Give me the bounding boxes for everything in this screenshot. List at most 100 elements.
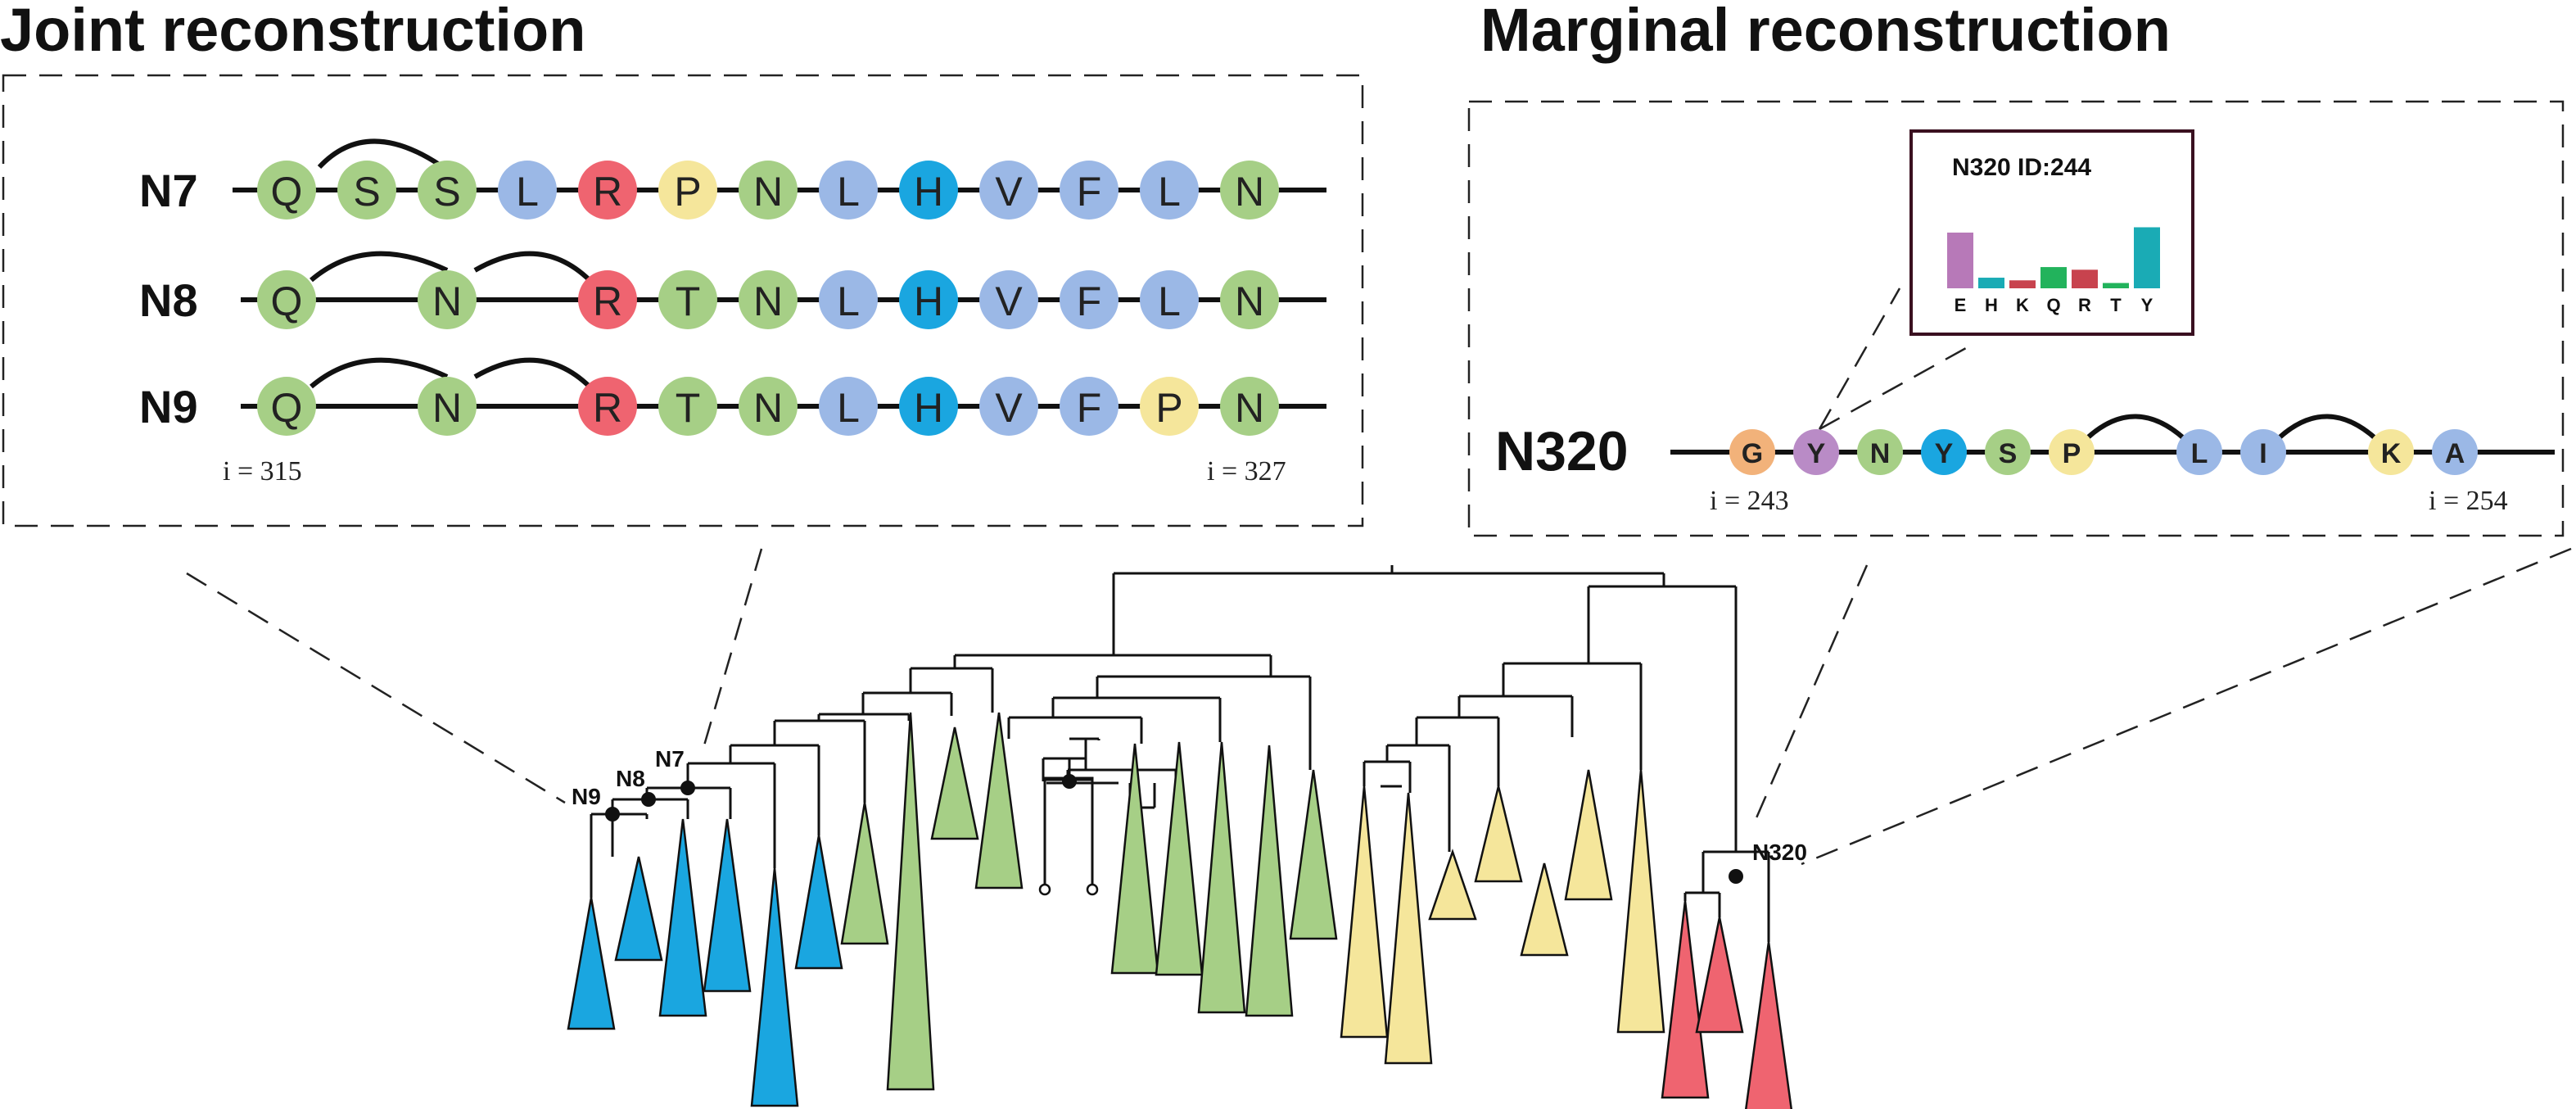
open-leaf-marker xyxy=(1086,883,1099,896)
residue-letter: N xyxy=(753,169,783,215)
inset-tick-label: K xyxy=(2016,295,2029,315)
inset-bar-y xyxy=(2134,227,2160,288)
clade-triangle xyxy=(1745,941,1792,1109)
residue-letter: Q xyxy=(271,169,303,215)
clade-triangle xyxy=(1695,917,1744,1034)
residue-letter: R xyxy=(593,169,622,215)
clade-triangle xyxy=(1564,769,1613,901)
residue-circle: K xyxy=(2368,429,2414,475)
clade-triangle xyxy=(886,712,935,1091)
joint-panel-border xyxy=(2,74,1364,527)
residue-letter: N xyxy=(432,385,462,431)
marginal-row-label: N320 xyxy=(1495,420,1629,482)
clade-triangle xyxy=(1520,862,1569,957)
clade-triangle xyxy=(930,727,979,840)
clade-triangle xyxy=(1245,745,1294,1017)
residue-circle: G xyxy=(1729,429,1775,475)
joint-row-n8: N8 Q N R T N L H V F L N xyxy=(139,251,1326,329)
inset-bar-r xyxy=(2072,269,2098,288)
residue-circle: V xyxy=(979,377,1038,436)
residue-circle: H xyxy=(899,270,958,329)
residue-letter: N xyxy=(1870,438,1891,469)
residue-circle: R xyxy=(578,161,637,220)
inset-tick-label: H xyxy=(1985,295,1998,315)
residue-letter: F xyxy=(1077,169,1102,215)
residue-circle: L xyxy=(1140,161,1199,220)
residue-circle: Q xyxy=(257,161,316,220)
inset-bar-k xyxy=(2009,280,2036,288)
marginal-index-start: i = 243 xyxy=(1710,486,1789,516)
tree-node-marker xyxy=(641,792,656,807)
clade-triangle xyxy=(1110,743,1159,975)
residue-circle: Y xyxy=(1921,429,1967,475)
residue-letter: Y xyxy=(1807,438,1826,469)
clade-triangle xyxy=(1384,792,1433,1065)
residue-circle: L xyxy=(819,270,878,329)
marginal-index-end: i = 254 xyxy=(2429,486,2508,516)
clade-triangle xyxy=(974,712,1024,889)
clade-triangle xyxy=(658,818,707,1017)
residue-circle: I xyxy=(2240,429,2286,475)
inset-bar-e xyxy=(1947,232,1973,288)
node-label-n320: N320 xyxy=(1752,840,1807,865)
residue-circle: N xyxy=(739,377,798,436)
residue-letter: P xyxy=(674,169,701,215)
residue-circle: N xyxy=(1220,377,1279,436)
inset-tick-label: E xyxy=(1955,295,1967,315)
residue-letter: L xyxy=(837,385,860,431)
residue-letter: L xyxy=(516,169,539,215)
residue-circle: L xyxy=(2176,429,2222,475)
residue-circle: T xyxy=(658,377,717,436)
residue-letter: V xyxy=(995,169,1023,215)
residue-letter: I xyxy=(2259,438,2266,469)
clade-triangle xyxy=(1155,741,1204,976)
inset-bar-h xyxy=(1978,278,2004,288)
joint-row-n7: N7 Q S S L R P N L H V F L N xyxy=(139,138,1326,220)
residue-circle: L xyxy=(498,161,557,220)
joint-row-n9: N9 Q N R T N L H V F P N xyxy=(139,357,1326,436)
residue-circle: S xyxy=(418,161,477,220)
clade-triangle xyxy=(1661,900,1710,1099)
residue-letter: V xyxy=(995,385,1023,431)
residue-circle: V xyxy=(979,161,1038,220)
residue-letter: N xyxy=(1235,385,1264,431)
residue-letter: T xyxy=(676,278,701,324)
clade-triangle xyxy=(1289,769,1338,940)
inset-bar-q xyxy=(2040,267,2067,288)
tree-node-marker xyxy=(680,781,695,795)
tree-node-marker xyxy=(605,807,620,822)
residue-letter: G xyxy=(1742,438,1763,469)
residue-circle: N xyxy=(1220,161,1279,220)
inset-bar-t xyxy=(2103,283,2129,288)
clade-triangle xyxy=(1340,785,1389,1039)
residue-letter: L xyxy=(1158,169,1181,215)
residue-circle: R xyxy=(578,377,637,436)
residue-letter: H xyxy=(914,169,943,215)
clade-triangle xyxy=(1616,769,1665,1034)
joint-index-start: i = 315 xyxy=(223,456,302,487)
residue-circle: N xyxy=(739,270,798,329)
clade-triangle xyxy=(840,802,889,945)
tree-node-marker xyxy=(1729,869,1743,884)
clade-triangle xyxy=(1474,785,1523,883)
residue-letter: F xyxy=(1077,385,1102,431)
residue-letter: N xyxy=(753,278,783,324)
residue-letter: Y xyxy=(1935,438,1954,469)
residue-circle: F xyxy=(1060,377,1119,436)
residue-letter: R xyxy=(593,278,622,324)
clade-triangle xyxy=(1197,741,1246,1014)
residue-circle: Y xyxy=(1793,429,1839,475)
residue-letter: V xyxy=(995,278,1023,324)
tree-node-marker xyxy=(1062,774,1077,789)
residue-letter: H xyxy=(914,278,943,324)
residue-letter: S xyxy=(1999,438,2018,469)
residue-circle: F xyxy=(1060,270,1119,329)
residue-letter: T xyxy=(676,385,701,431)
callout-lines xyxy=(186,287,2572,866)
joint-sequence-rows: N7 Q S S L R P N L H V F L N N8 Q N R T N L H V F L N N9 Q N R T N L H V F P… xyxy=(139,138,1326,436)
residue-letter: N xyxy=(432,278,462,324)
residue-letter: F xyxy=(1077,278,1102,324)
